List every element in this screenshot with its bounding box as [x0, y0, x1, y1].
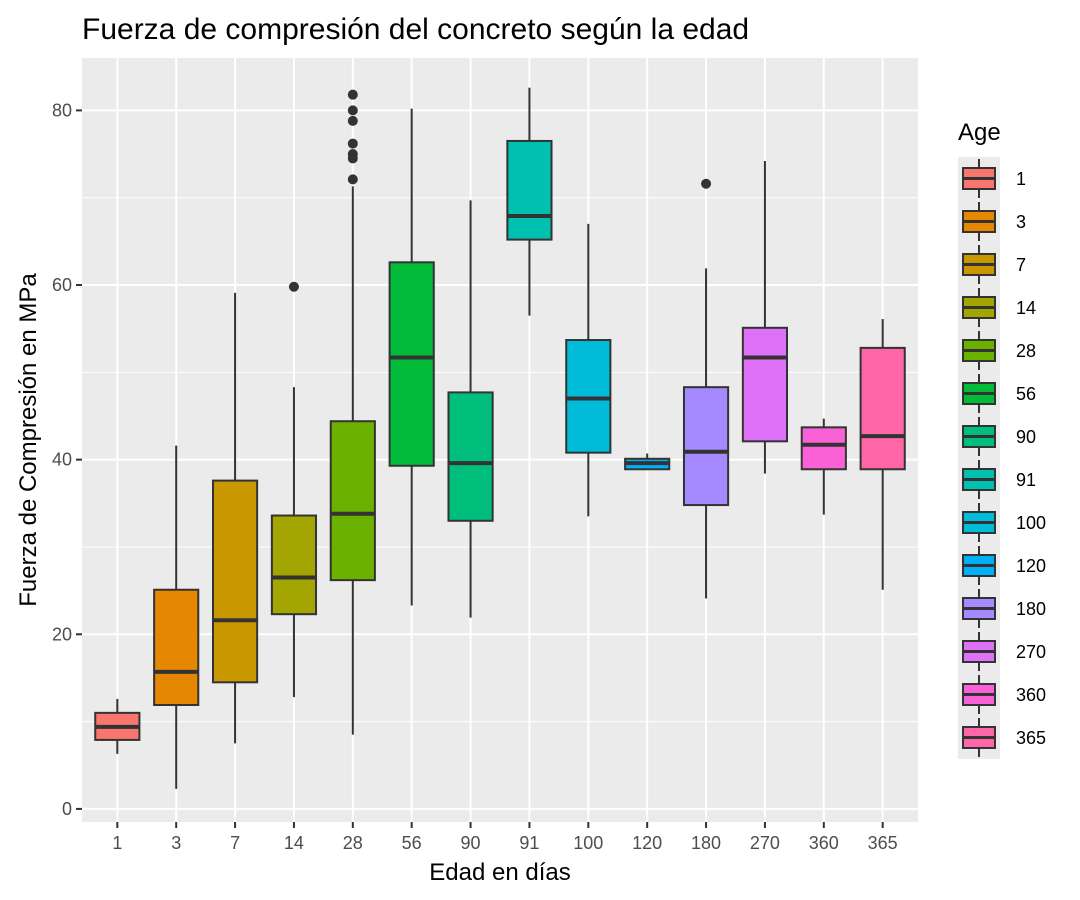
- box-iqr: [565, 339, 612, 454]
- legend-item-180: 180: [958, 587, 1046, 630]
- outlier-point: [347, 89, 358, 100]
- box-180: [682, 178, 730, 599]
- legend-item-28: 28: [958, 329, 1036, 372]
- y-tick-label: 60: [52, 275, 72, 295]
- legend-label: 365: [1016, 728, 1046, 748]
- legend-item-91: 91: [958, 458, 1036, 501]
- box-iqr: [506, 139, 553, 241]
- legend-item-56: 56: [958, 372, 1036, 415]
- legend-label: 56: [1016, 384, 1036, 404]
- legend-label: 180: [1016, 599, 1046, 619]
- y-tick-label: 0: [62, 799, 72, 819]
- legend-item-14: 14: [958, 286, 1036, 329]
- legend-item-3: 3: [958, 200, 1026, 243]
- box-iqr: [800, 426, 847, 471]
- box-28: [329, 89, 376, 735]
- outlier-point: [347, 105, 358, 116]
- chart-title: Fuerza de compresión del concreto según …: [82, 13, 749, 46]
- plot-panel: [82, 58, 918, 822]
- x-tick-label: 100: [573, 833, 603, 853]
- legend: Age 1 3 7 14 28 56 90 91 100 120 180 270 360 365: [958, 119, 1046, 759]
- x-tick-label: 120: [632, 833, 662, 853]
- box-iqr: [741, 326, 789, 443]
- x-tick-label: 360: [809, 833, 839, 853]
- y-tick-label: 80: [52, 100, 72, 120]
- box-7: [211, 292, 259, 744]
- box-360: [800, 418, 847, 515]
- x-axis-ticks: 1 3 7 14 28 56 90 91 100 120 180 270 360 365: [112, 822, 898, 853]
- x-tick-label: 90: [461, 833, 481, 853]
- box-120: [624, 453, 671, 471]
- outlier-point: [347, 115, 358, 126]
- outlier-point: [347, 138, 358, 149]
- box-56: [388, 108, 435, 606]
- legend-label: 1: [1016, 169, 1026, 189]
- x-tick-label: 270: [750, 833, 780, 853]
- box-iqr: [859, 346, 906, 471]
- legend-label: 100: [1016, 513, 1046, 533]
- box-90: [447, 200, 494, 618]
- box-100: [565, 223, 612, 517]
- legend-label: 120: [1016, 556, 1046, 576]
- box-3: [153, 445, 200, 789]
- y-axis-ticks: 0 20 40 60 80: [52, 100, 82, 819]
- box-iqr: [388, 261, 435, 467]
- legend-item-1: 1: [958, 157, 1026, 200]
- x-tick-label: 28: [343, 833, 363, 853]
- box-iqr: [682, 386, 730, 507]
- box-91: [506, 87, 553, 316]
- y-axis-title: Fuerza de Compresión en MPa: [15, 273, 42, 607]
- legend-item-90: 90: [958, 415, 1036, 458]
- legend-item-7: 7: [958, 243, 1026, 286]
- x-tick-label: 14: [284, 833, 304, 853]
- x-tick-label: 180: [691, 833, 721, 853]
- x-tick-label: 91: [519, 833, 539, 853]
- legend-label: 14: [1016, 298, 1036, 318]
- legend-label: 7: [1016, 255, 1026, 275]
- box-iqr: [329, 420, 376, 582]
- boxes: [94, 87, 906, 789]
- x-tick-label: 1: [112, 833, 122, 853]
- legend-label: 90: [1016, 427, 1036, 447]
- box-365: [859, 319, 906, 590]
- legend-label: 91: [1016, 470, 1036, 490]
- outlier-point: [347, 174, 358, 185]
- legend-item-360: 360: [958, 673, 1046, 716]
- x-tick-label: 3: [171, 833, 181, 853]
- legend-item-100: 100: [958, 501, 1046, 544]
- box-270: [741, 161, 789, 474]
- box-1: [94, 698, 141, 754]
- outlier-point: [701, 178, 712, 189]
- box-iqr: [270, 514, 318, 616]
- outlier-point: [288, 281, 299, 292]
- legend-item-270: 270: [958, 630, 1046, 673]
- legend-label: 360: [1016, 685, 1046, 705]
- box-14: [270, 281, 318, 698]
- legend-item-120: 120: [958, 544, 1046, 587]
- outlier-point: [347, 149, 358, 160]
- legend-item-365: 365: [958, 716, 1046, 759]
- y-tick-label: 40: [52, 450, 72, 470]
- y-tick-label: 20: [52, 624, 72, 644]
- box-iqr: [211, 479, 259, 684]
- box-iqr: [447, 391, 494, 522]
- legend-title: Age: [958, 119, 1001, 146]
- x-tick-label: 365: [868, 833, 898, 853]
- x-axis-title: Edad en días: [429, 859, 570, 886]
- legend-label: 3: [1016, 212, 1026, 232]
- x-tick-label: 56: [402, 833, 422, 853]
- x-tick-label: 7: [230, 833, 240, 853]
- legend-label: 270: [1016, 642, 1046, 662]
- legend-label: 28: [1016, 341, 1036, 361]
- box-iqr: [153, 588, 200, 706]
